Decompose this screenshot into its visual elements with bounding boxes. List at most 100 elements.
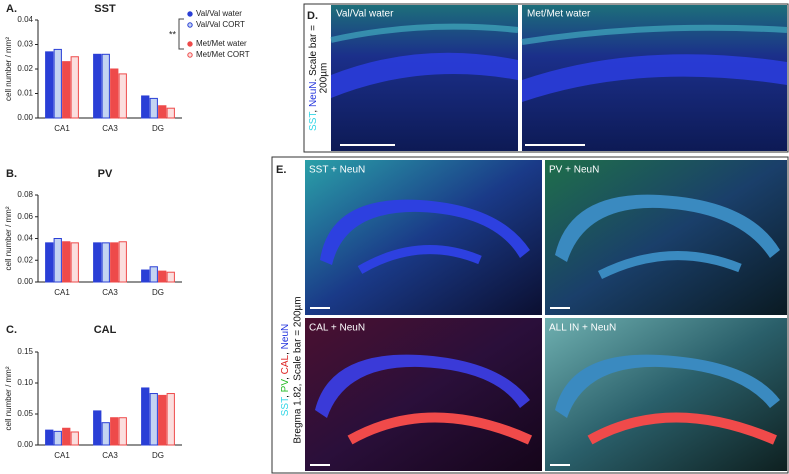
y-tick-label: 0.01	[17, 89, 33, 98]
side-label: 200µm	[319, 63, 330, 94]
micrograph: Val/Val water	[330, 5, 519, 151]
bar	[62, 61, 71, 119]
bar	[141, 95, 150, 119]
panel-label: C.	[6, 324, 17, 336]
panel-d-frame	[303, 3, 789, 153]
y-axis-label: cell number / mm²	[4, 37, 13, 101]
micrograph: Met/Met water	[521, 5, 788, 151]
bar	[45, 242, 54, 283]
y-tick-label: 0.00	[17, 440, 33, 449]
x-tick-label: DG	[152, 451, 164, 460]
bar	[101, 53, 110, 119]
bar	[101, 422, 110, 446]
y-tick-label: 0.02	[17, 255, 33, 264]
panel-label: B.	[6, 168, 17, 180]
panel-label: D.	[307, 10, 318, 22]
x-tick-label: CA1	[54, 451, 70, 460]
y-tick-label: 0.00	[17, 277, 33, 286]
image-label: Met/Met water	[527, 9, 591, 20]
bar	[149, 266, 158, 283]
bar	[166, 271, 175, 283]
bar	[158, 105, 167, 119]
image-label: PV + NeuN	[549, 165, 599, 176]
annotation: **	[169, 29, 177, 39]
bar	[53, 48, 62, 119]
bar	[141, 269, 150, 283]
legend-marker	[187, 41, 193, 47]
bar	[110, 242, 119, 283]
y-tick-label: 0.04	[17, 234, 33, 243]
chart-title: SST	[94, 3, 116, 15]
bar	[101, 242, 110, 283]
chart-title: PV	[98, 168, 113, 180]
chart-title: CAL	[94, 324, 117, 336]
bar	[166, 393, 175, 446]
y-tick-label: 0.04	[17, 15, 33, 24]
side-label: Bregma 1.82, Scale bar = 200µm	[293, 296, 304, 443]
bar	[158, 394, 167, 446]
panel-e-frame	[271, 156, 789, 474]
bar	[149, 97, 158, 119]
bar	[93, 53, 102, 119]
bar	[118, 73, 127, 119]
bar	[118, 241, 127, 283]
x-tick-label: CA1	[54, 124, 70, 133]
x-tick-label: CA3	[102, 124, 118, 133]
side-part: CAL	[280, 354, 291, 374]
legend-label: Val/Val water	[196, 9, 242, 18]
legend-label: Met/Met water	[196, 39, 247, 48]
y-tick-label: 0.08	[17, 190, 33, 199]
side-part: SST	[280, 397, 291, 416]
bar	[93, 410, 102, 446]
image-label: ALL IN + NeuN	[549, 323, 616, 334]
micrograph: PV + NeuN	[545, 160, 787, 315]
bar	[118, 417, 127, 446]
legend-marker	[187, 11, 193, 17]
y-tick-label: 0.05	[17, 409, 33, 418]
legend-marker	[187, 52, 193, 58]
bar	[53, 238, 62, 283]
bar	[70, 56, 79, 119]
bar	[70, 242, 79, 283]
x-tick-label: CA3	[102, 288, 118, 297]
bar	[166, 107, 175, 119]
legend-label: Val/Val CORT	[196, 20, 245, 29]
x-tick-label: DG	[152, 124, 164, 133]
y-axis-label: cell number / mm²	[4, 206, 13, 270]
side-part: PV	[280, 379, 291, 393]
side-part: ,	[280, 374, 291, 380]
y-tick-label: 0.06	[17, 212, 33, 221]
x-tick-label: CA1	[54, 288, 70, 297]
y-axis-label: cell number / mm²	[4, 366, 13, 430]
side-part: ,	[308, 107, 319, 113]
image-label: Val/Val water	[336, 9, 394, 20]
side-part: ,	[280, 392, 291, 398]
side-part: . Scale bar =	[308, 25, 319, 82]
x-tick-label: CA3	[102, 451, 118, 460]
panel-label: A.	[6, 3, 17, 15]
bar	[149, 393, 158, 446]
bar	[93, 242, 102, 283]
bar	[62, 241, 71, 283]
image-label: SST + NeuN	[309, 165, 365, 176]
x-tick-label: DG	[152, 288, 164, 297]
side-part: NeuN	[308, 81, 319, 107]
legend: Val/Val water Val/Val CORT Met/Met water Me…	[187, 9, 250, 59]
legend-marker	[187, 22, 193, 28]
bar	[158, 270, 167, 283]
image-label: CAL + NeuN	[309, 323, 365, 334]
bar	[53, 430, 62, 446]
y-tick-label: 0.02	[17, 64, 33, 73]
side-part: SST	[308, 112, 319, 131]
micrograph: ALL IN + NeuN	[545, 318, 787, 471]
panel-label: E.	[276, 164, 286, 176]
bar	[62, 427, 71, 446]
bar	[45, 51, 54, 119]
bar	[45, 429, 54, 446]
side-part: NeuN	[280, 324, 291, 350]
y-tick-label: 0.00	[17, 113, 33, 122]
micrograph: CAL + NeuN	[305, 318, 542, 471]
bar	[70, 431, 79, 446]
